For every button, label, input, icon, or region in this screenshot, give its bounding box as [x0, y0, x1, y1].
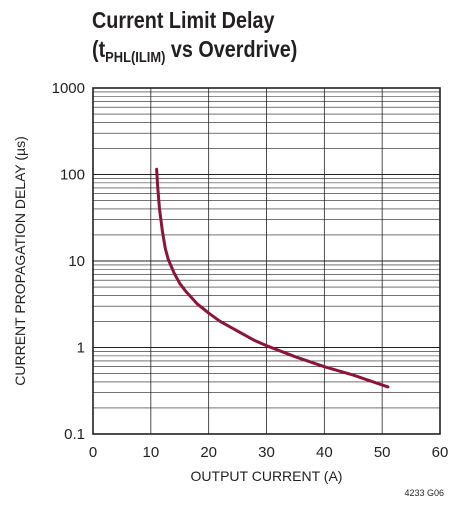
title-symbol-open: (t	[92, 36, 106, 62]
y-axis-label: CURRENT PROPAGATION DELAY (µs)	[12, 136, 28, 385]
x-tick-label: 10	[142, 444, 159, 461]
series-line-1	[155, 167, 390, 389]
x-tick-label: 60	[432, 444, 449, 461]
series-layer	[155, 167, 390, 389]
title-line-1: Current Limit Delay	[92, 7, 275, 33]
title-line-2: (tPHL(ILIM) vs Overdrive)	[92, 35, 297, 67]
x-axis-ticks: 0 10 20 30 40 50 60	[89, 444, 449, 461]
y-tick-label: 100	[60, 167, 85, 184]
y-tick-label: 0.1	[64, 426, 85, 443]
y-tick-label: 1	[77, 340, 85, 357]
x-tick-label: 0	[89, 444, 97, 461]
x-axis-label: OUTPUT CURRENT (A)	[191, 468, 343, 484]
y-tick-label: 10	[68, 253, 85, 270]
chart-title: Current Limit Delay (tPHL(ILIM) vs Overd…	[92, 6, 297, 67]
plot-frame	[92, 87, 441, 435]
figure-id: 4233 G06	[404, 488, 444, 498]
y-tick-label: 1000	[52, 80, 85, 97]
x-tick-label: 20	[200, 444, 217, 461]
grid	[93, 88, 440, 434]
x-tick-label: 50	[374, 444, 391, 461]
title-symbol-subscript: PHL(ILIM)	[105, 49, 166, 66]
title-line-2-rest: vs Overdrive)	[165, 36, 298, 62]
x-tick-label: 40	[316, 444, 333, 461]
y-axis-ticks: 0.1 1 10 100 1000	[52, 80, 85, 443]
x-tick-label: 30	[258, 444, 275, 461]
